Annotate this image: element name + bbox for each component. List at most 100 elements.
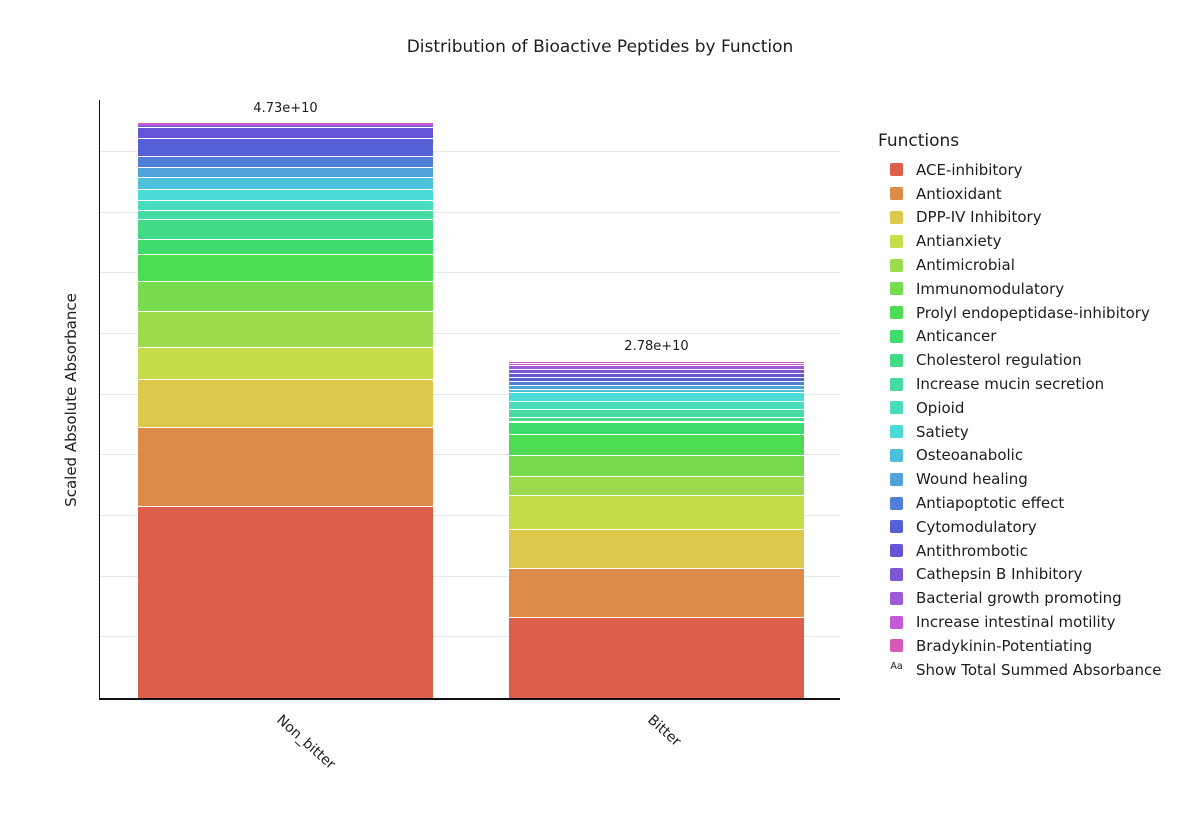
gridline [100, 515, 840, 516]
bar-segment-anticancer[interactable] [138, 239, 433, 254]
bar-segment-bacterial-growth-promoting[interactable] [138, 124, 433, 126]
legend-item-ace-inhibitory[interactable]: ACE-inhibitory [878, 158, 1198, 182]
legend-swatch-icon [890, 448, 903, 462]
bar-segment-antioxidant[interactable] [509, 569, 804, 617]
bar-segment-cytomodulatory[interactable] [138, 139, 433, 156]
bar-segment-prolyl-endopeptidase-inhibitory[interactable] [509, 434, 804, 455]
plot-area: 4.73e+10 Non_bitter 2.78e+10 Bitter [99, 100, 840, 773]
gridline [100, 151, 840, 152]
legend-item-label: ACE-inhibitory [916, 160, 1023, 179]
gridline [100, 636, 840, 638]
bar-segment-cathepsin-b-inhibitory[interactable] [509, 370, 804, 374]
legend-swatch-icon [890, 496, 903, 510]
legend-item-label: Antianxiety [916, 232, 1002, 251]
bar-segment-opioid[interactable] [138, 201, 433, 210]
legend-item-satiety[interactable]: Satiety [878, 420, 1198, 444]
gridline [100, 393, 840, 395]
bar-segment-ace-inhibitory[interactable] [509, 617, 804, 698]
bar-segment-bacterial-growth-promoting[interactable] [509, 365, 804, 370]
legend-swatch-icon [890, 544, 903, 558]
bar-segment-ace-inhibitory[interactable] [138, 507, 433, 698]
bar-segment-increase-mucin-secretion[interactable] [509, 410, 804, 418]
legend-item-label: Cholesterol regulation [916, 351, 1082, 370]
bar-segment-satiety[interactable] [138, 189, 433, 201]
legend-item-cathepsin-b-inhibitory[interactable]: Cathepsin B Inhibitory [878, 563, 1198, 587]
bar-segment-wound-healing[interactable] [138, 167, 433, 177]
legend-item-antithrombotic[interactable]: Antithrombotic [878, 539, 1198, 563]
bar-segment-prolyl-endopeptidase-inhibitory[interactable] [138, 254, 433, 281]
legend-item-label: Antithrombotic [916, 541, 1028, 560]
legend-swatch-icon [890, 210, 903, 224]
bar-segment-osteoanabolic[interactable] [138, 177, 433, 189]
legend-item-label: Immunomodulatory [916, 279, 1065, 298]
legend-item-label: Prolyl endopeptidase-inhibitory [916, 303, 1150, 322]
bar-segment-bradykinin-potentiating[interactable] [138, 123, 433, 124]
x-tick-label-bitter: Bitter [643, 712, 684, 750]
gridline [100, 272, 840, 274]
bar-segment-cathepsin-b-inhibitory[interactable] [138, 126, 433, 128]
bar-segment-cholesterol-regulation[interactable] [138, 219, 433, 239]
gridline [100, 333, 840, 334]
bar-segment-cholesterol-regulation[interactable] [509, 418, 804, 422]
bar-total-label: 4.73e+10 [253, 101, 318, 117]
bar-segment-antianxiety[interactable] [509, 495, 804, 530]
legend-item-label: Satiety [916, 422, 969, 441]
legend-item-cholesterol-regulation[interactable]: Cholesterol regulation [878, 348, 1198, 372]
bar-segment-antianxiety[interactable] [138, 348, 433, 380]
x-tick-label-non-bitter: Non_bitter [272, 712, 338, 773]
legend-item-show-total-summed-absorbance[interactable]: Aa Show Total Summed Absorbance [878, 658, 1198, 682]
bar-segment-dpp-iv-inhibitory[interactable] [509, 530, 804, 569]
bar-segment-osteoanabolic[interactable] [509, 389, 804, 393]
bar-segment-opioid[interactable] [509, 402, 804, 410]
bar-segment-dpp-iv-inhibitory[interactable] [138, 380, 433, 427]
bar-segment-immunomodulatory[interactable] [509, 455, 804, 477]
legend-item-anticancer[interactable]: Anticancer [878, 325, 1198, 349]
bar-segment-increase-intestinal-motility[interactable] [138, 124, 433, 125]
legend-item-cytomodulatory[interactable]: Cytomodulatory [878, 515, 1198, 539]
legend-item-bacterial-growth-promoting[interactable]: Bacterial growth promoting [878, 586, 1198, 610]
bar-total-label: 2.78e+10 [624, 338, 689, 354]
legend-item-label: DPP-IV Inhibitory [916, 208, 1042, 227]
legend-item-antimicrobial[interactable]: Antimicrobial [878, 253, 1198, 277]
legend-item-osteoanabolic[interactable]: Osteoanabolic [878, 444, 1198, 468]
legend-item-label: Wound healing [916, 470, 1028, 489]
legend-item-label: Bacterial growth promoting [916, 589, 1122, 608]
bar-segment-bradykinin-potentiating[interactable] [509, 361, 804, 363]
legend-item-label: Antioxidant [916, 184, 1002, 203]
legend-item-antioxidant[interactable]: Antioxidant [878, 182, 1198, 206]
chart-title: Distribution of Bioactive Peptides by Fu… [406, 37, 794, 57]
bar-segment-antimicrobial[interactable] [138, 311, 433, 348]
legend-item-antianxiety[interactable]: Antianxiety [878, 229, 1198, 253]
legend-swatch-icon [890, 472, 903, 486]
legend-item-label: Antimicrobial [916, 256, 1015, 275]
bar-segment-antiapoptotic-effect[interactable] [138, 156, 433, 167]
text-toggle-icon: Aa [890, 660, 903, 672]
legend-item-increase-mucin-secretion[interactable]: Increase mucin secretion [878, 372, 1198, 396]
legend-item-wound-healing[interactable]: Wound healing [878, 467, 1198, 491]
bar-segment-antithrombotic[interactable] [509, 374, 804, 378]
bar-segment-antithrombotic[interactable] [138, 128, 433, 139]
bar-segment-antiapoptotic-effect[interactable] [509, 382, 804, 386]
bar-segment-antioxidant[interactable] [138, 427, 433, 507]
legend-item-prolyl-endopeptidase-inhibitory[interactable]: Prolyl endopeptidase-inhibitory [878, 301, 1198, 325]
legend-item-increase-intestinal-motility[interactable]: Increase intestinal motility [878, 610, 1198, 634]
bar-segment-anticancer[interactable] [509, 422, 804, 434]
bar-segment-cytomodulatory[interactable] [509, 378, 804, 382]
legend-swatch-icon [890, 353, 903, 367]
bar-segment-satiety[interactable] [509, 393, 804, 402]
legend-item-antiapoptotic-effect[interactable]: Antiapoptotic effect [878, 491, 1198, 515]
legend-title: Functions [878, 131, 960, 151]
bar-segment-immunomodulatory[interactable] [138, 281, 433, 311]
legend-item-dpp-iv-inhibitory[interactable]: DPP-IV Inhibitory [878, 206, 1198, 230]
legend-item-bradykinin-potentiating[interactable]: Bradykinin-Potentiating [878, 634, 1198, 658]
legend-item-immunomodulatory[interactable]: Immunomodulatory [878, 277, 1198, 301]
legend-item-label: Increase intestinal motility [916, 613, 1116, 632]
legend-item-opioid[interactable]: Opioid [878, 396, 1198, 420]
bar-segment-increase-intestinal-motility[interactable] [509, 363, 804, 365]
bar-segment-increase-mucin-secretion[interactable] [138, 210, 433, 219]
legend-swatch-icon [890, 639, 903, 653]
legend-swatch-icon [890, 567, 903, 581]
bar-segment-wound-healing[interactable] [509, 386, 804, 389]
bar-segment-antimicrobial[interactable] [509, 477, 804, 495]
legend-swatch-icon [890, 187, 903, 201]
